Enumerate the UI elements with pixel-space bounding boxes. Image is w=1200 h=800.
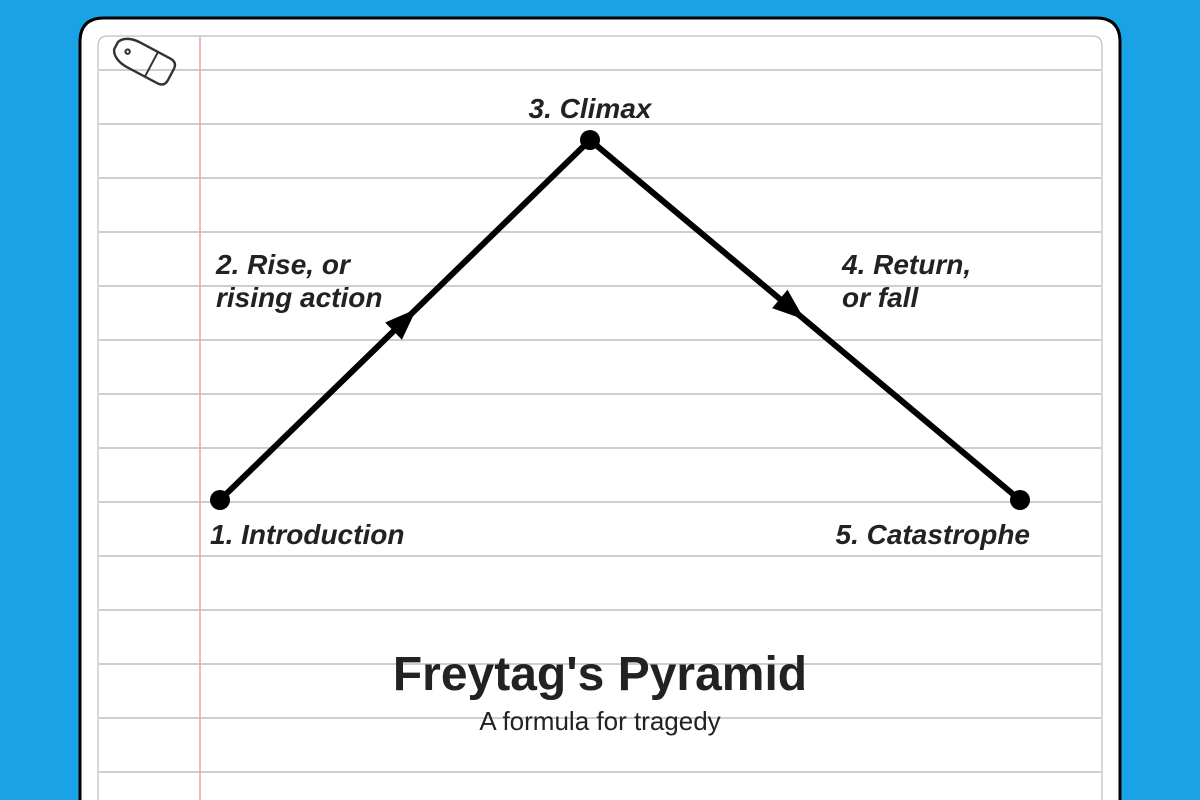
stage-label-climax: 3. Climax	[529, 93, 653, 124]
stage-label-catastrophe: 5. Catastrophe	[836, 519, 1031, 550]
diagram-title: Freytag's Pyramid	[393, 648, 807, 701]
diagram-stage: 1. Introduction2. Rise, orrising action3…	[0, 0, 1200, 800]
stage-label-introduction: 1. Introduction	[210, 519, 404, 550]
stage-dot-climax	[580, 130, 600, 150]
diagram-subtitle: A formula for tragedy	[479, 706, 720, 736]
stage-dot-catastrophe	[1010, 490, 1030, 510]
stage-dot-introduction	[210, 490, 230, 510]
